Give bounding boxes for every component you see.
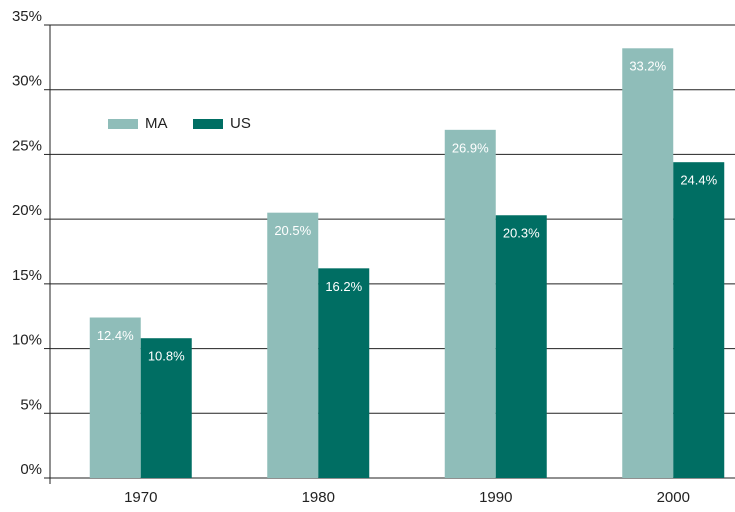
x-tick-label: 1980 [302,489,335,506]
bar [140,338,192,478]
legend-swatch [108,119,138,129]
y-tick-label: 0% [20,461,42,478]
y-tick-label: 20% [12,202,42,219]
legend-label: US [230,115,251,132]
bar [622,48,674,478]
bar [267,212,319,478]
y-tick-label: 30% [12,73,42,90]
x-tick-label: 1990 [479,489,512,506]
y-tick-label: 10% [12,332,42,349]
bar [318,268,370,478]
data-label: 10.8% [148,349,185,364]
y-tick-label: 25% [12,137,42,154]
bar [89,317,141,478]
data-label: 24.4% [680,173,717,188]
data-label: 26.9% [452,140,489,155]
data-label: 20.5% [274,223,311,238]
y-tick-label: 35% [12,8,42,25]
data-label: 20.3% [503,226,540,241]
y-tick-label: 15% [12,267,42,284]
data-label: 12.4% [97,328,134,343]
x-tick-label: 2000 [657,489,690,506]
bar [444,129,496,478]
data-label: 16.2% [325,279,362,294]
bar [673,162,725,479]
bar [495,215,547,478]
x-tick-label: 1970 [124,489,157,506]
y-tick-label: 5% [20,396,42,413]
data-label: 33.2% [629,59,666,74]
legend-label: MA [145,115,168,132]
legend-swatch [193,119,223,129]
